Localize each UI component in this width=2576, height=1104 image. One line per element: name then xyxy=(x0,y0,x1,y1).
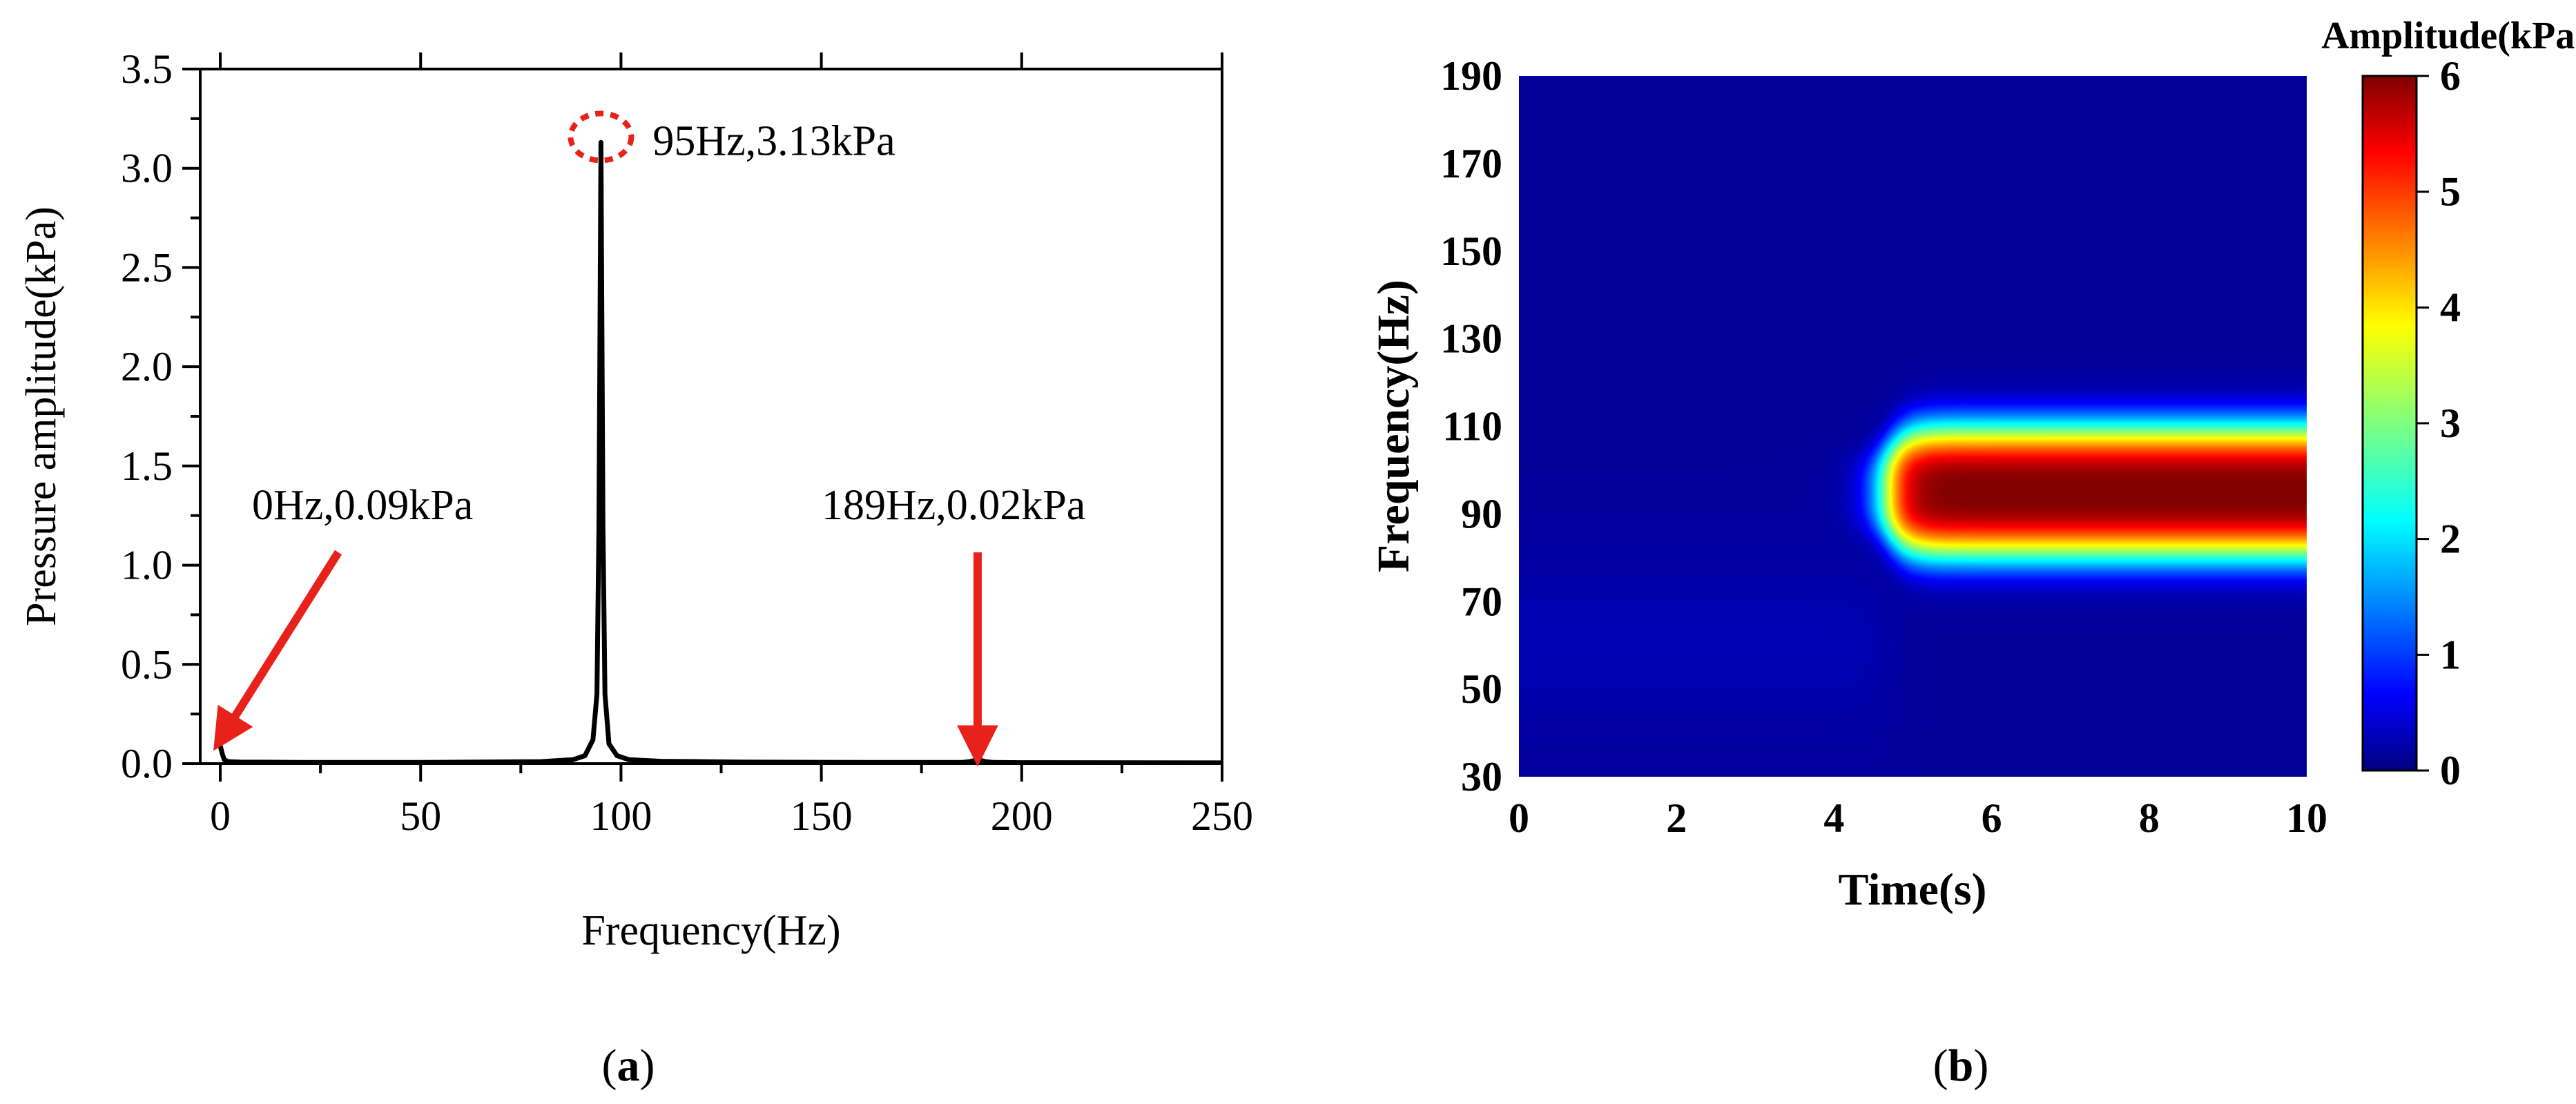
panel-b-x-tick-label: 4 xyxy=(1823,795,1844,841)
panel-a-y-tick-label: 3.0 xyxy=(121,146,173,191)
panel-b-y-tick-label: 150 xyxy=(1440,229,1502,274)
colorbar-tick-label: 4 xyxy=(2440,284,2461,330)
panel-a-y-tick-label: 1.5 xyxy=(121,443,173,489)
panel-b-y-tick-label: 70 xyxy=(1461,579,1502,624)
panel-a-x-tick-label: 150 xyxy=(791,793,853,839)
panel-a-x-tick-label: 50 xyxy=(400,793,441,839)
panel-b-caption-letter: b xyxy=(1948,1040,1974,1091)
panel-b-y-tick-label: 50 xyxy=(1461,666,1502,712)
panel-b-heatmap-canvas-holder xyxy=(1519,76,2307,777)
panel-a-caption: (a) xyxy=(602,1040,655,1091)
panel-b-x-tick-label: 2 xyxy=(1666,795,1687,841)
panel-b-y-tick-label: 190 xyxy=(1440,53,1502,99)
panel-a-y-axis-label: Pressure amplitude(kPa) xyxy=(18,206,65,626)
colorbar-gradient xyxy=(2361,75,2418,772)
panel-a-annotations: 95Hz,3.13kPa 0Hz,0.09kPa 189Hz,0.02kPa xyxy=(213,110,1085,767)
panel-a-series xyxy=(217,139,1222,764)
panel-b-x-tick-label: 0 xyxy=(1509,795,1529,841)
panel-a-plot-frame xyxy=(199,68,1223,765)
panel-b-x-axis-label: Time(s) xyxy=(1838,864,1986,915)
panel-a-y-tick-label: 3.5 xyxy=(121,46,173,92)
panel-b-y-tick-label: 130 xyxy=(1440,316,1502,362)
panel-b-x-tick-label: 10 xyxy=(2286,795,2327,841)
panel-a-harmonic-label: 189Hz,0.02kPa xyxy=(822,482,1085,529)
panel-a-caption-letter: a xyxy=(617,1040,640,1091)
panel-b-y-tick-label: 170 xyxy=(1440,141,1502,186)
panel-a-peak-dashed-ellipse xyxy=(568,110,635,164)
panel-a-x-tick-label: 100 xyxy=(590,793,652,839)
colorbar-tick-label: 1 xyxy=(2440,632,2461,677)
panel-a-y-tick-label: 2.5 xyxy=(121,244,173,290)
panel-a-y-tick-label: 0.5 xyxy=(121,641,173,687)
panel-a-y-tick-label: 0.0 xyxy=(121,741,173,786)
panel-b-heatmap-field xyxy=(1519,76,2307,777)
panel-a-y-tick-label: 1.0 xyxy=(121,543,173,588)
colorbar-tick-label: 6 xyxy=(2440,53,2461,99)
colorbar-ticks: 0 1 2 3 4 5 6 xyxy=(2417,53,2461,793)
colorbar-tick-label: 0 xyxy=(2440,748,2461,793)
panel-b-ticks: 0 2 4 6 8 10 30 50 70 90 110 130 150 170 190 xyxy=(1440,53,2327,841)
panel-b-y-axis-label: Frequency(Hz) xyxy=(1368,280,1419,572)
panel-b-x-tick-label: 8 xyxy=(2139,795,2160,841)
panel-a-dc-label: 0Hz,0.09kPa xyxy=(252,482,473,529)
panel-a-x-tick-label: 200 xyxy=(991,793,1053,839)
colorbar-tick-label: 2 xyxy=(2440,516,2461,562)
panel-a-dc-arrow xyxy=(213,550,342,751)
panel-a-y-tick-label: 2.0 xyxy=(121,344,173,389)
panel-a-ticks: 0 50 100 150 200 250 0.0 0.5 1.0 1.5 2.0 2.5 3.0 3.5 xyxy=(121,46,1253,839)
panel-a-spectrum-line xyxy=(217,139,1222,764)
panel-a-line-chart: 0 50 100 150 200 2500.00.51.01.52.02.53.03.5 … xyxy=(18,46,1253,1091)
panel-b-x-tick-label: 6 xyxy=(1982,795,2002,841)
colorbar-title: Amplitude(kPa) xyxy=(2321,14,2576,57)
panel-b-y-tick-label: 30 xyxy=(1461,754,1502,800)
panel-a-peak-label: 95Hz,3.13kPa xyxy=(652,117,895,164)
panel-b-caption: (b) xyxy=(1933,1040,1989,1091)
colorbar-tick-label: 5 xyxy=(2440,169,2461,215)
colorbar-tick-label: 3 xyxy=(2440,400,2461,446)
panel-b-y-tick-label: 90 xyxy=(1461,491,1502,536)
panel-a-x-axis-label: Frequency(Hz) xyxy=(581,907,840,954)
panel-a-x-tick-label: 0 xyxy=(210,793,231,839)
panel-a-x-tick-label: 250 xyxy=(1191,793,1253,839)
panel-b-y-tick-label: 110 xyxy=(1442,404,1502,449)
